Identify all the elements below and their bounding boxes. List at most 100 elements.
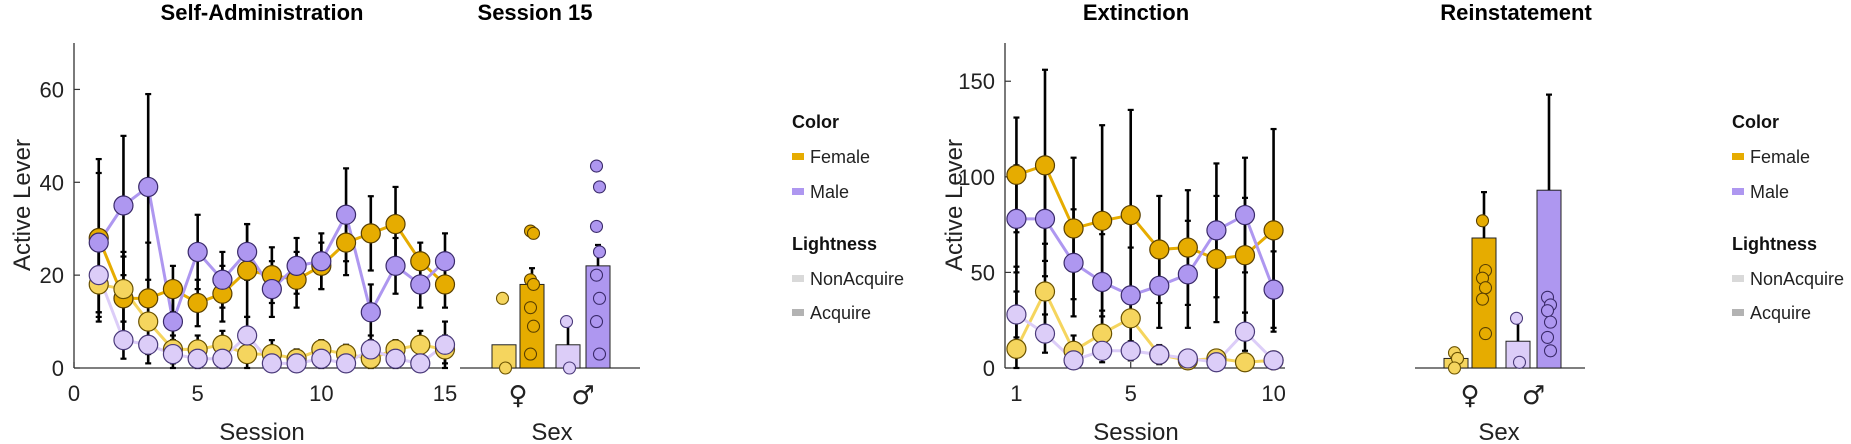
extinction-male_acq-point [1092, 271, 1113, 293]
legend-2-color-title: Color [1732, 112, 1779, 132]
legend-2-female-label: Female [1750, 147, 1810, 167]
session15-female_acq-point [526, 226, 541, 240]
self-admin-y-tick-label: 40 [40, 170, 64, 195]
extinction-female_non-point [1034, 281, 1056, 302]
extinction-title: Extinction [1083, 0, 1189, 25]
reinstatement-female_acq-point [1475, 214, 1490, 228]
self-admin-female_acq-point [360, 223, 381, 244]
reinstatement-male_acq-point [1540, 304, 1555, 318]
self-admin-male_acq-point [113, 195, 134, 216]
self-admin-male_non-point [162, 343, 184, 365]
session15-male_acq-point [589, 159, 604, 173]
extinction-x-tick-label: 5 [1125, 381, 1137, 406]
extinction-male_non-point [1063, 350, 1084, 371]
self-admin-female_acq-point [385, 213, 406, 235]
self-admin-x-tick-label: 0 [68, 381, 80, 406]
self-admin-male_non-point [237, 325, 258, 346]
self-admin-y-tick-label: 60 [40, 77, 64, 102]
session15-male_acq-point [589, 315, 604, 329]
session15-xlabel: Sex [531, 419, 572, 444]
reinstatement-female_acq-point [1478, 327, 1493, 341]
extinction-male_acq-point [1006, 208, 1027, 229]
self-admin-female_acq-point [138, 288, 159, 309]
legend-1-female-label: Female [810, 147, 870, 167]
extinction-male_non-point [1092, 340, 1113, 361]
self-admin-male_acq-point [212, 269, 233, 290]
extinction-male_acq-point [1206, 220, 1227, 241]
reinstatement-xlabel: Sex [1478, 419, 1519, 444]
reinstatement-female_acq-point [1478, 281, 1493, 295]
extinction-female_acq-point [1177, 237, 1198, 258]
reinstatement-male_acq-point [1543, 344, 1558, 358]
extinction-male_non-line [1015, 313, 1275, 364]
reinstatement-female_non-point [1447, 361, 1462, 375]
session15-female_non-point [498, 361, 513, 375]
self-admin-male_acq-point [434, 251, 456, 272]
extinction-plot: 0 50 100 150 1 5 10 [958, 43, 1286, 406]
extinction-male_acq-point [1149, 275, 1170, 296]
self-admin-ylabel: Active Lever [9, 139, 36, 271]
legend-1-color-title: Color [792, 112, 839, 132]
legend-2-acquire-swatch [1732, 309, 1744, 316]
self-admin-male_non-point [113, 330, 134, 351]
self-admin-male_acq-point [187, 241, 208, 263]
reinstatement-male_acq-point [1540, 330, 1555, 344]
self-admin-male_non-point [212, 348, 233, 369]
legend-1-male-swatch [792, 188, 804, 195]
legend-1-nonacquire-label: NonAcquire [810, 269, 904, 289]
self-admin-male_acq-point [360, 302, 381, 323]
extinction-male_non-point [1234, 321, 1256, 342]
self-admin-female_non-point [237, 343, 258, 365]
reinstatement-plot: ♀ ♂ [1415, 93, 1585, 411]
session15-female_acq-point [523, 347, 538, 361]
self-admin-female_acq-point [335, 232, 357, 253]
session15-male_acq-point [592, 347, 607, 361]
self-admin-male_acq-point [410, 274, 431, 295]
self-admin-female_non-point [113, 278, 134, 300]
session15-male_acq-point [592, 180, 607, 194]
session15-female_non-point [495, 291, 510, 305]
self-admin-male_non-point [311, 348, 332, 369]
extinction-male_acq-point [1063, 252, 1084, 273]
extinction-female_non-point [1006, 338, 1027, 359]
self-admin-male_acq-point [138, 176, 159, 198]
legend-2-nonacquire-label: NonAcquire [1750, 269, 1844, 289]
legend-1-acquire-label: Acquire [810, 303, 871, 323]
self-admin-female_acq-point [237, 260, 258, 281]
self-admin-male_non-point [360, 339, 381, 360]
session15-male_non-point [562, 361, 577, 375]
extinction-female_acq-point [1034, 155, 1056, 176]
session15-female_acq-point [526, 319, 541, 333]
session15-title: Session 15 [478, 0, 593, 25]
reinstatement-male_non-point [1512, 355, 1527, 369]
legend-1-lightness-title: Lightness [792, 234, 877, 254]
extinction-male_non-point [1149, 344, 1170, 365]
session15-x-tick-label: ♂ [571, 381, 594, 411]
self-admin-female_non-point [410, 334, 431, 355]
self-admin-male_non-point [88, 265, 109, 286]
self-admin-title: Self-Administration [161, 0, 364, 25]
extinction-male_non-point [1177, 348, 1198, 369]
self-admin-female_non-point [138, 311, 159, 332]
extinction-male_non-point [1263, 350, 1284, 371]
extinction-female_acq-point [1206, 248, 1227, 270]
session15-x-tick-label: ♀ [508, 381, 527, 411]
session15-male_non-point [559, 315, 574, 329]
self-admin-male_acq-point [286, 255, 307, 276]
legend-2-male-label: Male [1750, 182, 1789, 202]
session15-female_acq-point [526, 277, 541, 291]
self-admin-male_acq-point [237, 241, 258, 263]
extinction-x-tick-label: 10 [1261, 381, 1285, 406]
self-admin-male_non-point [261, 353, 282, 374]
extinction-y-tick-label: 150 [958, 69, 995, 94]
extinction-ylabel: Active Lever [941, 139, 968, 271]
self-admin-y-tick-label: 20 [40, 263, 64, 288]
extinction-female_non-point [1120, 308, 1141, 329]
session15-plot: ♀ ♂ [460, 159, 640, 411]
legend-1-male-label: Male [810, 182, 849, 202]
session15-female_acq-point [523, 301, 538, 315]
self-admin-male_non-point [385, 348, 406, 369]
self-admin-male_acq-point [335, 204, 357, 225]
extinction-female_acq-point [1234, 245, 1256, 266]
